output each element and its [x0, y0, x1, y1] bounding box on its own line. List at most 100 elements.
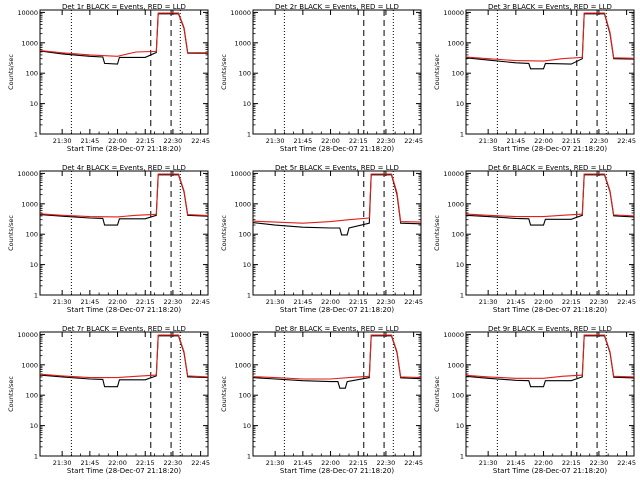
y-tick-label: 1: [460, 131, 464, 139]
chart-panel-2: Det 2r BLACK = Events, RED = LLD 1 10 100 10…: [220, 3, 423, 153]
x-tick-label: 22:45: [191, 298, 210, 306]
chart-title: Det 1r BLACK = Events, RED = LLD: [62, 3, 186, 11]
y-tick-label: 10000: [17, 170, 38, 178]
events-series-line: [465, 335, 635, 388]
y-tick-label: 10000: [17, 331, 38, 339]
y-tick-label: 1: [34, 292, 38, 300]
y-tick-label: 100: [239, 70, 251, 78]
y-tick-label: 1000: [234, 39, 251, 47]
y-axis-label: Counts/sec: [220, 215, 228, 251]
x-tick-label: 21:30: [53, 137, 72, 145]
x-tick-label: 22:45: [404, 137, 423, 145]
x-tick-label: 22:30: [377, 459, 396, 467]
y-tick-label: 10: [456, 100, 464, 108]
plot-frame: [39, 170, 209, 296]
x-tick-label: 21:30: [479, 298, 498, 306]
lld-series-line: [39, 12, 209, 57]
x-axis-label: Start Time (28-Dec-07 21:18:20): [280, 145, 394, 153]
chart-panel-3: Det 3r BLACK = Events, RED = LLD 1 10 100 10…: [433, 3, 636, 153]
chart-title: Det 5r BLACK = Events, RED = LLD: [275, 164, 399, 172]
x-tick-label: 22:45: [617, 137, 636, 145]
events-series-line: [252, 335, 422, 389]
lld-series-line: [39, 334, 209, 379]
y-tick-label: 1000: [447, 200, 464, 208]
x-axis-label: Start Time (28-Dec-07 21:18:20): [67, 145, 181, 153]
y-tick-label: 1000: [234, 200, 251, 208]
y-tick-label: 10: [30, 422, 38, 430]
chart-title: Det 6r BLACK = Events, RED = LLD: [488, 164, 612, 172]
y-tick-label: 1000: [21, 361, 38, 369]
lld-series-line: [252, 334, 422, 380]
x-tick-label: 22:30: [377, 298, 396, 306]
y-tick-label: 100: [26, 231, 38, 239]
y-tick-label: 10000: [17, 9, 38, 17]
x-axis-label: Start Time (28-Dec-07 21:18:20): [280, 467, 394, 475]
y-tick-label: 1: [460, 453, 464, 461]
y-tick-label: 10000: [230, 331, 251, 339]
x-tick-label: 22:00: [534, 137, 553, 145]
chart-title: Det 4r BLACK = Events, RED = LLD: [62, 164, 186, 172]
y-tick-label: 10000: [443, 170, 464, 178]
x-tick-label: 22:45: [404, 459, 423, 467]
lld-series-line: [39, 173, 209, 218]
x-tick-label: 21:45: [293, 459, 312, 467]
x-tick-label: 21:30: [266, 459, 285, 467]
x-tick-label: 21:30: [53, 298, 72, 306]
y-tick-label: 100: [26, 392, 38, 400]
y-axis-label: Counts/sec: [433, 215, 441, 251]
x-tick-label: 22:00: [534, 298, 553, 306]
x-tick-label: 22:15: [349, 459, 368, 467]
y-axis-label: Counts/sec: [7, 215, 15, 251]
x-tick-label: 21:30: [479, 137, 498, 145]
x-tick-label: 22:15: [562, 459, 581, 467]
y-axis-label: Counts/sec: [220, 376, 228, 412]
events-series-line: [252, 174, 422, 236]
x-tick-label: 22:00: [321, 137, 340, 145]
y-tick-label: 100: [239, 392, 251, 400]
y-tick-label: 100: [26, 70, 38, 78]
chart-panel-8: Det 8r BLACK = Events, RED = LLD 1 10 100 10…: [220, 325, 423, 475]
y-tick-label: 1: [247, 131, 251, 139]
chart-panel-6: Det 6r BLACK = Events, RED = LLD 1 10 100 10…: [433, 164, 636, 314]
x-tick-label: 22:00: [108, 298, 127, 306]
y-tick-label: 10: [30, 100, 38, 108]
x-tick-label: 22:00: [321, 459, 340, 467]
x-tick-label: 21:30: [53, 459, 72, 467]
y-tick-label: 1000: [447, 39, 464, 47]
y-tick-label: 1: [34, 131, 38, 139]
chart-panel-9: Det 9r BLACK = Events, RED = LLD 1 10 100 10…: [433, 325, 636, 475]
y-tick-label: 100: [452, 231, 464, 239]
y-tick-label: 10: [243, 422, 251, 430]
y-axis-label: Counts/sec: [7, 376, 15, 412]
plot-frame: [465, 170, 635, 296]
y-tick-label: 10000: [230, 170, 251, 178]
y-tick-label: 10: [30, 261, 38, 269]
plot-frame: [252, 331, 422, 457]
plot-frame: [465, 331, 635, 457]
y-tick-label: 10000: [443, 9, 464, 17]
plot-frame: [39, 331, 209, 457]
plot-frame: [465, 9, 635, 135]
y-tick-label: 1: [460, 292, 464, 300]
x-tick-label: 22:15: [136, 298, 155, 306]
chart-title: Det 2r BLACK = Events, RED = LLD: [275, 3, 399, 11]
y-tick-label: 10000: [443, 331, 464, 339]
x-tick-label: 21:30: [479, 459, 498, 467]
x-tick-label: 21:45: [80, 459, 99, 467]
events-series-line: [465, 174, 635, 226]
events-series-line: [39, 174, 209, 226]
lld-series-line: [252, 173, 422, 224]
x-tick-label: 21:45: [506, 298, 525, 306]
y-axis-label: Counts/sec: [220, 54, 228, 90]
x-tick-label: 22:15: [136, 137, 155, 145]
x-tick-label: 22:00: [321, 298, 340, 306]
x-tick-label: 21:45: [506, 459, 525, 467]
y-tick-label: 1000: [234, 361, 251, 369]
x-tick-label: 22:15: [562, 137, 581, 145]
chart-panel-7: Det 7r BLACK = Events, RED = LLD 1 10 100 10…: [7, 325, 210, 475]
x-tick-label: 21:45: [80, 298, 99, 306]
chart-panel-1: Det 1r BLACK = Events, RED = LLD 1 10 100 10…: [7, 3, 210, 153]
x-tick-label: 21:30: [266, 298, 285, 306]
x-axis-label: Start Time (28-Dec-07 21:18:20): [493, 145, 607, 153]
x-tick-label: 22:30: [590, 137, 609, 145]
